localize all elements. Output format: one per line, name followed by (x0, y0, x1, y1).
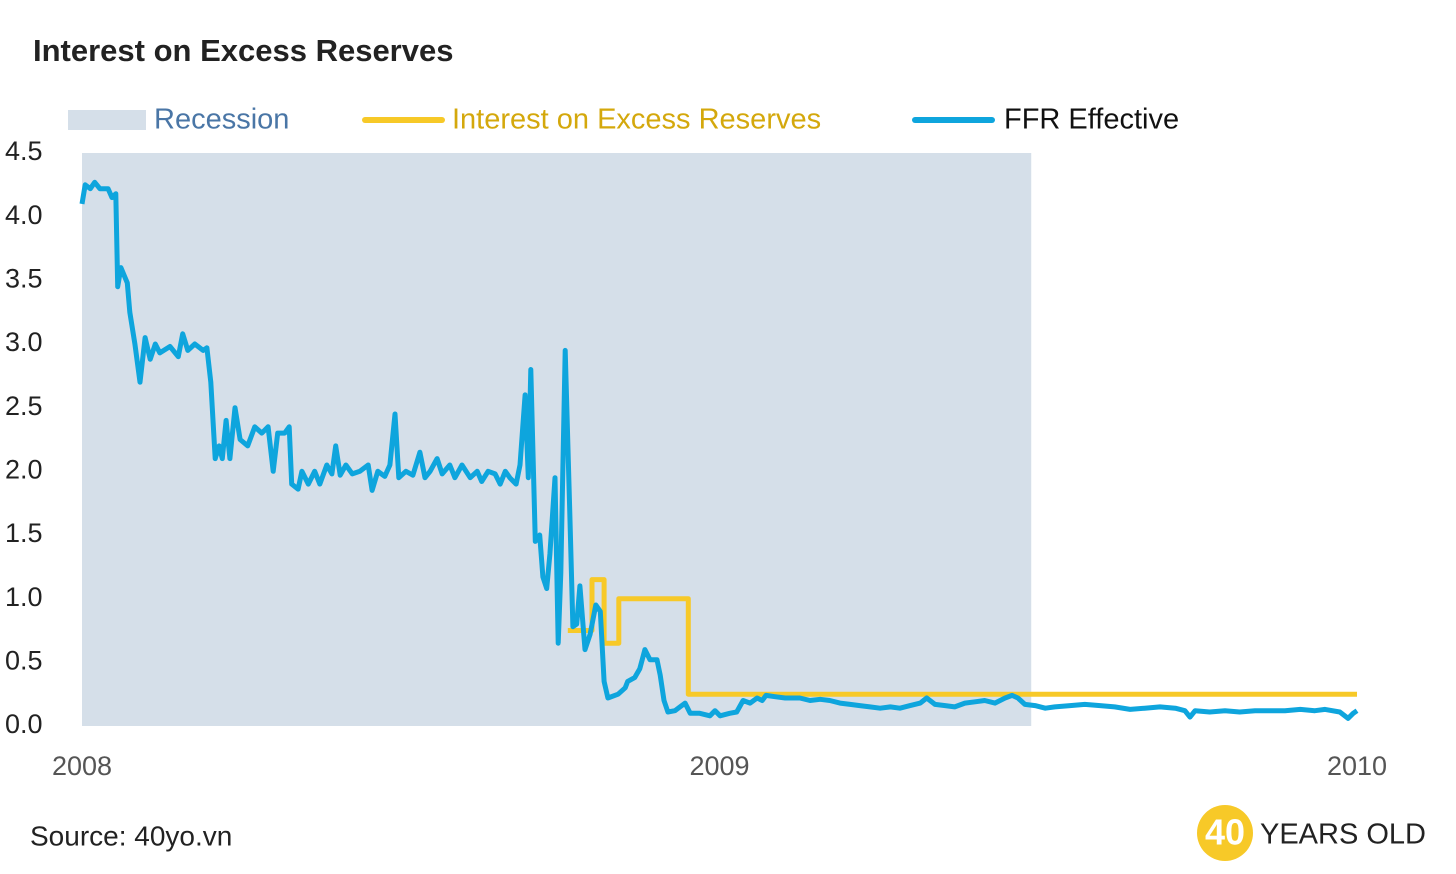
x-tick-label: 2008 (52, 751, 112, 781)
y-tick-label: 0.5 (5, 645, 43, 675)
y-tick-label: 1.0 (5, 582, 43, 612)
legend-label: FFR Effective (1004, 104, 1179, 136)
y-tick-label: 0.0 (5, 709, 43, 739)
series-line (567, 577, 1357, 697)
chart-title: Interest on Excess Reserves (33, 33, 453, 68)
logo-circle (1197, 805, 1253, 861)
x-tick-label: 2009 (689, 751, 749, 781)
y-tick-label: 2.0 (5, 454, 43, 484)
y-tick-label: 3.0 (5, 327, 43, 357)
y-tick-label: 3.5 (5, 263, 43, 293)
legend-swatch (68, 110, 146, 130)
source: Source: 40yo.vn (30, 820, 232, 851)
x-tick-label: 2010 (1327, 751, 1387, 781)
y-tick-label: 2.5 (5, 391, 43, 421)
legend-label: Recession (154, 104, 289, 136)
y-tick-label: 4.0 (5, 200, 43, 230)
legend-label: Interest on Excess Reserves (452, 104, 821, 136)
y-tick-label: 4.5 (5, 136, 43, 166)
series-line (79, 179, 1359, 721)
logo-mark: 40 (1205, 812, 1245, 853)
logo-text: YEARS OLD (1260, 819, 1426, 851)
y-tick-label: 1.5 (5, 518, 43, 548)
